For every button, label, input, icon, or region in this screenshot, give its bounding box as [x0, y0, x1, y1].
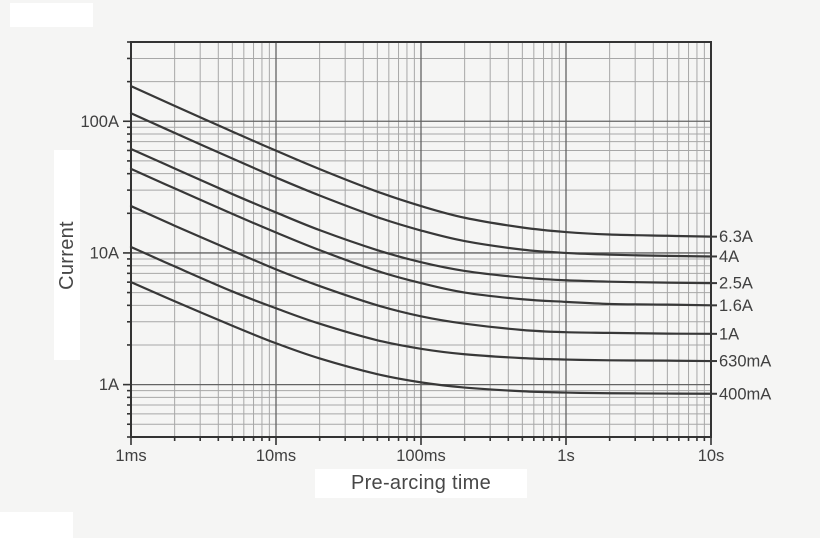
curve-label-630mA: 630mA — [719, 353, 771, 371]
blank-patch-bottom-left — [0, 512, 73, 538]
curve-label-400mA: 400mA — [719, 385, 771, 403]
blank-patch-top-left — [10, 3, 93, 27]
curve-label-6.3A: 6.3A — [719, 228, 753, 246]
x-tick-label: 10ms — [256, 447, 296, 465]
y-tick-label: 1A — [99, 376, 119, 394]
fuse-curve-2.5A — [129, 147, 713, 285]
curve-label-1A: 1A — [719, 325, 739, 343]
y-axis-title-box: Current — [54, 150, 80, 360]
fuse-curve-1A — [129, 204, 713, 335]
fuse-curve-400mA — [129, 281, 713, 395]
y-axis-title: Current — [55, 220, 78, 290]
y-tick-label: 100A — [80, 113, 119, 131]
x-tick-label: 10s — [698, 447, 725, 465]
y-tick-label: 10A — [90, 244, 119, 262]
fuse-curve-6.3A — [129, 85, 713, 238]
curve-label-4A: 4A — [719, 248, 739, 266]
fuse-curve-4A — [129, 112, 713, 258]
fuse-curve-630mA — [129, 245, 713, 363]
curve-label-1.6A: 1.6A — [719, 297, 753, 315]
curve-label-2.5A: 2.5A — [719, 275, 753, 293]
x-tick-label: 100ms — [396, 447, 446, 465]
fuse-curve-1.6A — [129, 167, 713, 307]
x-axis-title: Pre-arcing time — [350, 472, 492, 494]
x-tick-label: 1ms — [115, 447, 146, 465]
x-tick-label: 1s — [557, 447, 574, 465]
x-axis-title-box: Pre-arcing time — [315, 469, 527, 498]
